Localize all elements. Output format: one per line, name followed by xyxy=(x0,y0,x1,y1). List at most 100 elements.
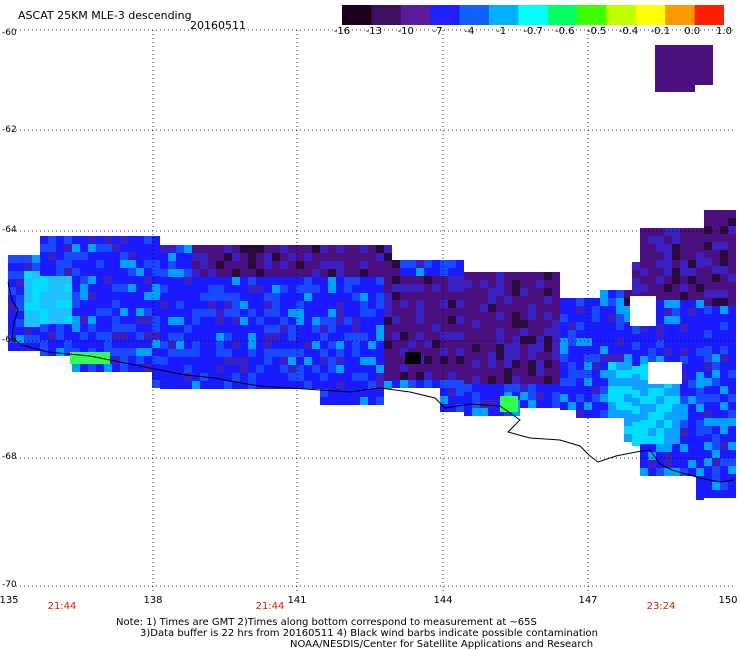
data-cell xyxy=(72,276,80,284)
data-cell xyxy=(704,482,712,490)
data-cell xyxy=(376,269,384,277)
data-cell xyxy=(712,482,720,490)
data-cell xyxy=(648,420,656,428)
data-cell xyxy=(456,396,464,404)
data-cell xyxy=(680,356,688,364)
data-cell xyxy=(264,253,272,261)
data-cell xyxy=(496,312,504,320)
data-cell xyxy=(384,341,392,349)
data-cell xyxy=(240,301,248,309)
data-cell xyxy=(488,376,496,384)
data-cell xyxy=(688,388,696,396)
data-cell xyxy=(424,372,432,380)
data-cell xyxy=(208,285,216,293)
data-cell xyxy=(200,285,208,293)
data-cell xyxy=(72,284,80,292)
data-cell xyxy=(688,252,696,260)
data-cell xyxy=(184,269,192,277)
data-cell xyxy=(680,388,688,396)
data-cell xyxy=(208,373,216,381)
data-cell xyxy=(720,474,728,482)
data-cell xyxy=(672,316,680,324)
data-cell xyxy=(440,340,448,348)
data-cell xyxy=(528,312,536,320)
data-cell xyxy=(448,324,456,332)
data-cell xyxy=(184,285,192,293)
data-cell xyxy=(496,352,504,360)
data-cell xyxy=(288,373,296,381)
data-cell xyxy=(264,309,272,317)
data-cell xyxy=(592,362,600,370)
data-cell xyxy=(232,277,240,285)
data-cell xyxy=(240,341,248,349)
data-cell xyxy=(640,372,648,380)
data-cell xyxy=(368,253,376,261)
data-cell xyxy=(168,365,176,373)
data-cell xyxy=(416,300,424,308)
data-cell xyxy=(488,408,496,416)
data-cell xyxy=(696,388,704,396)
data-cell xyxy=(688,372,696,380)
data-cell xyxy=(336,333,344,341)
data-cell xyxy=(440,356,448,364)
data-cell xyxy=(424,276,432,284)
data-cell xyxy=(416,364,424,372)
data-cell xyxy=(160,261,168,269)
data-cell xyxy=(64,340,72,348)
data-cell xyxy=(288,357,296,365)
data-cell xyxy=(664,284,672,292)
data-cell xyxy=(464,272,472,280)
data-cell xyxy=(632,406,640,414)
data-cell xyxy=(504,328,512,336)
data-cell xyxy=(688,316,696,324)
data-cell xyxy=(208,293,216,301)
data-cell xyxy=(688,428,696,436)
data-cell xyxy=(112,364,120,372)
data-cell xyxy=(288,293,296,301)
data-cell xyxy=(80,292,88,300)
data-cell xyxy=(720,258,728,266)
data-cell xyxy=(536,376,544,384)
data-cell xyxy=(712,282,720,290)
data-cell xyxy=(216,253,224,261)
data-cell xyxy=(232,293,240,301)
data-cell xyxy=(376,373,384,381)
data-cell xyxy=(16,343,24,351)
data-cell xyxy=(192,333,200,341)
data-cell xyxy=(416,284,424,292)
data-cell xyxy=(200,253,208,261)
colorbar-swatches xyxy=(342,5,724,25)
data-cell xyxy=(200,341,208,349)
data-cell xyxy=(272,277,280,285)
data-cell xyxy=(256,309,264,317)
data-cell xyxy=(384,277,392,285)
data-cell xyxy=(200,301,208,309)
data-cell xyxy=(680,436,688,444)
data-cell xyxy=(216,293,224,301)
data-cell xyxy=(405,352,421,364)
data-cell xyxy=(168,317,176,325)
data-cell xyxy=(680,444,688,452)
data-cell xyxy=(24,279,32,287)
data-cell xyxy=(360,373,368,381)
data-cell xyxy=(24,287,32,295)
data-cell xyxy=(16,319,24,327)
data-cell xyxy=(616,338,624,346)
data-cell xyxy=(624,378,632,386)
data-cell xyxy=(640,252,648,260)
data-cell xyxy=(488,320,496,328)
data-cell xyxy=(456,348,464,356)
data-cell xyxy=(232,357,240,365)
data-cell xyxy=(520,280,528,288)
data-cell xyxy=(480,360,488,368)
data-cell xyxy=(392,292,400,300)
data-cell xyxy=(400,324,408,332)
data-cell xyxy=(176,293,184,301)
data-cell xyxy=(464,384,472,392)
data-cell xyxy=(80,236,88,244)
data-cell xyxy=(296,309,304,317)
data-cell xyxy=(360,357,368,365)
data-cell xyxy=(528,360,536,368)
data-cell xyxy=(720,410,728,418)
data-cell xyxy=(520,368,528,376)
